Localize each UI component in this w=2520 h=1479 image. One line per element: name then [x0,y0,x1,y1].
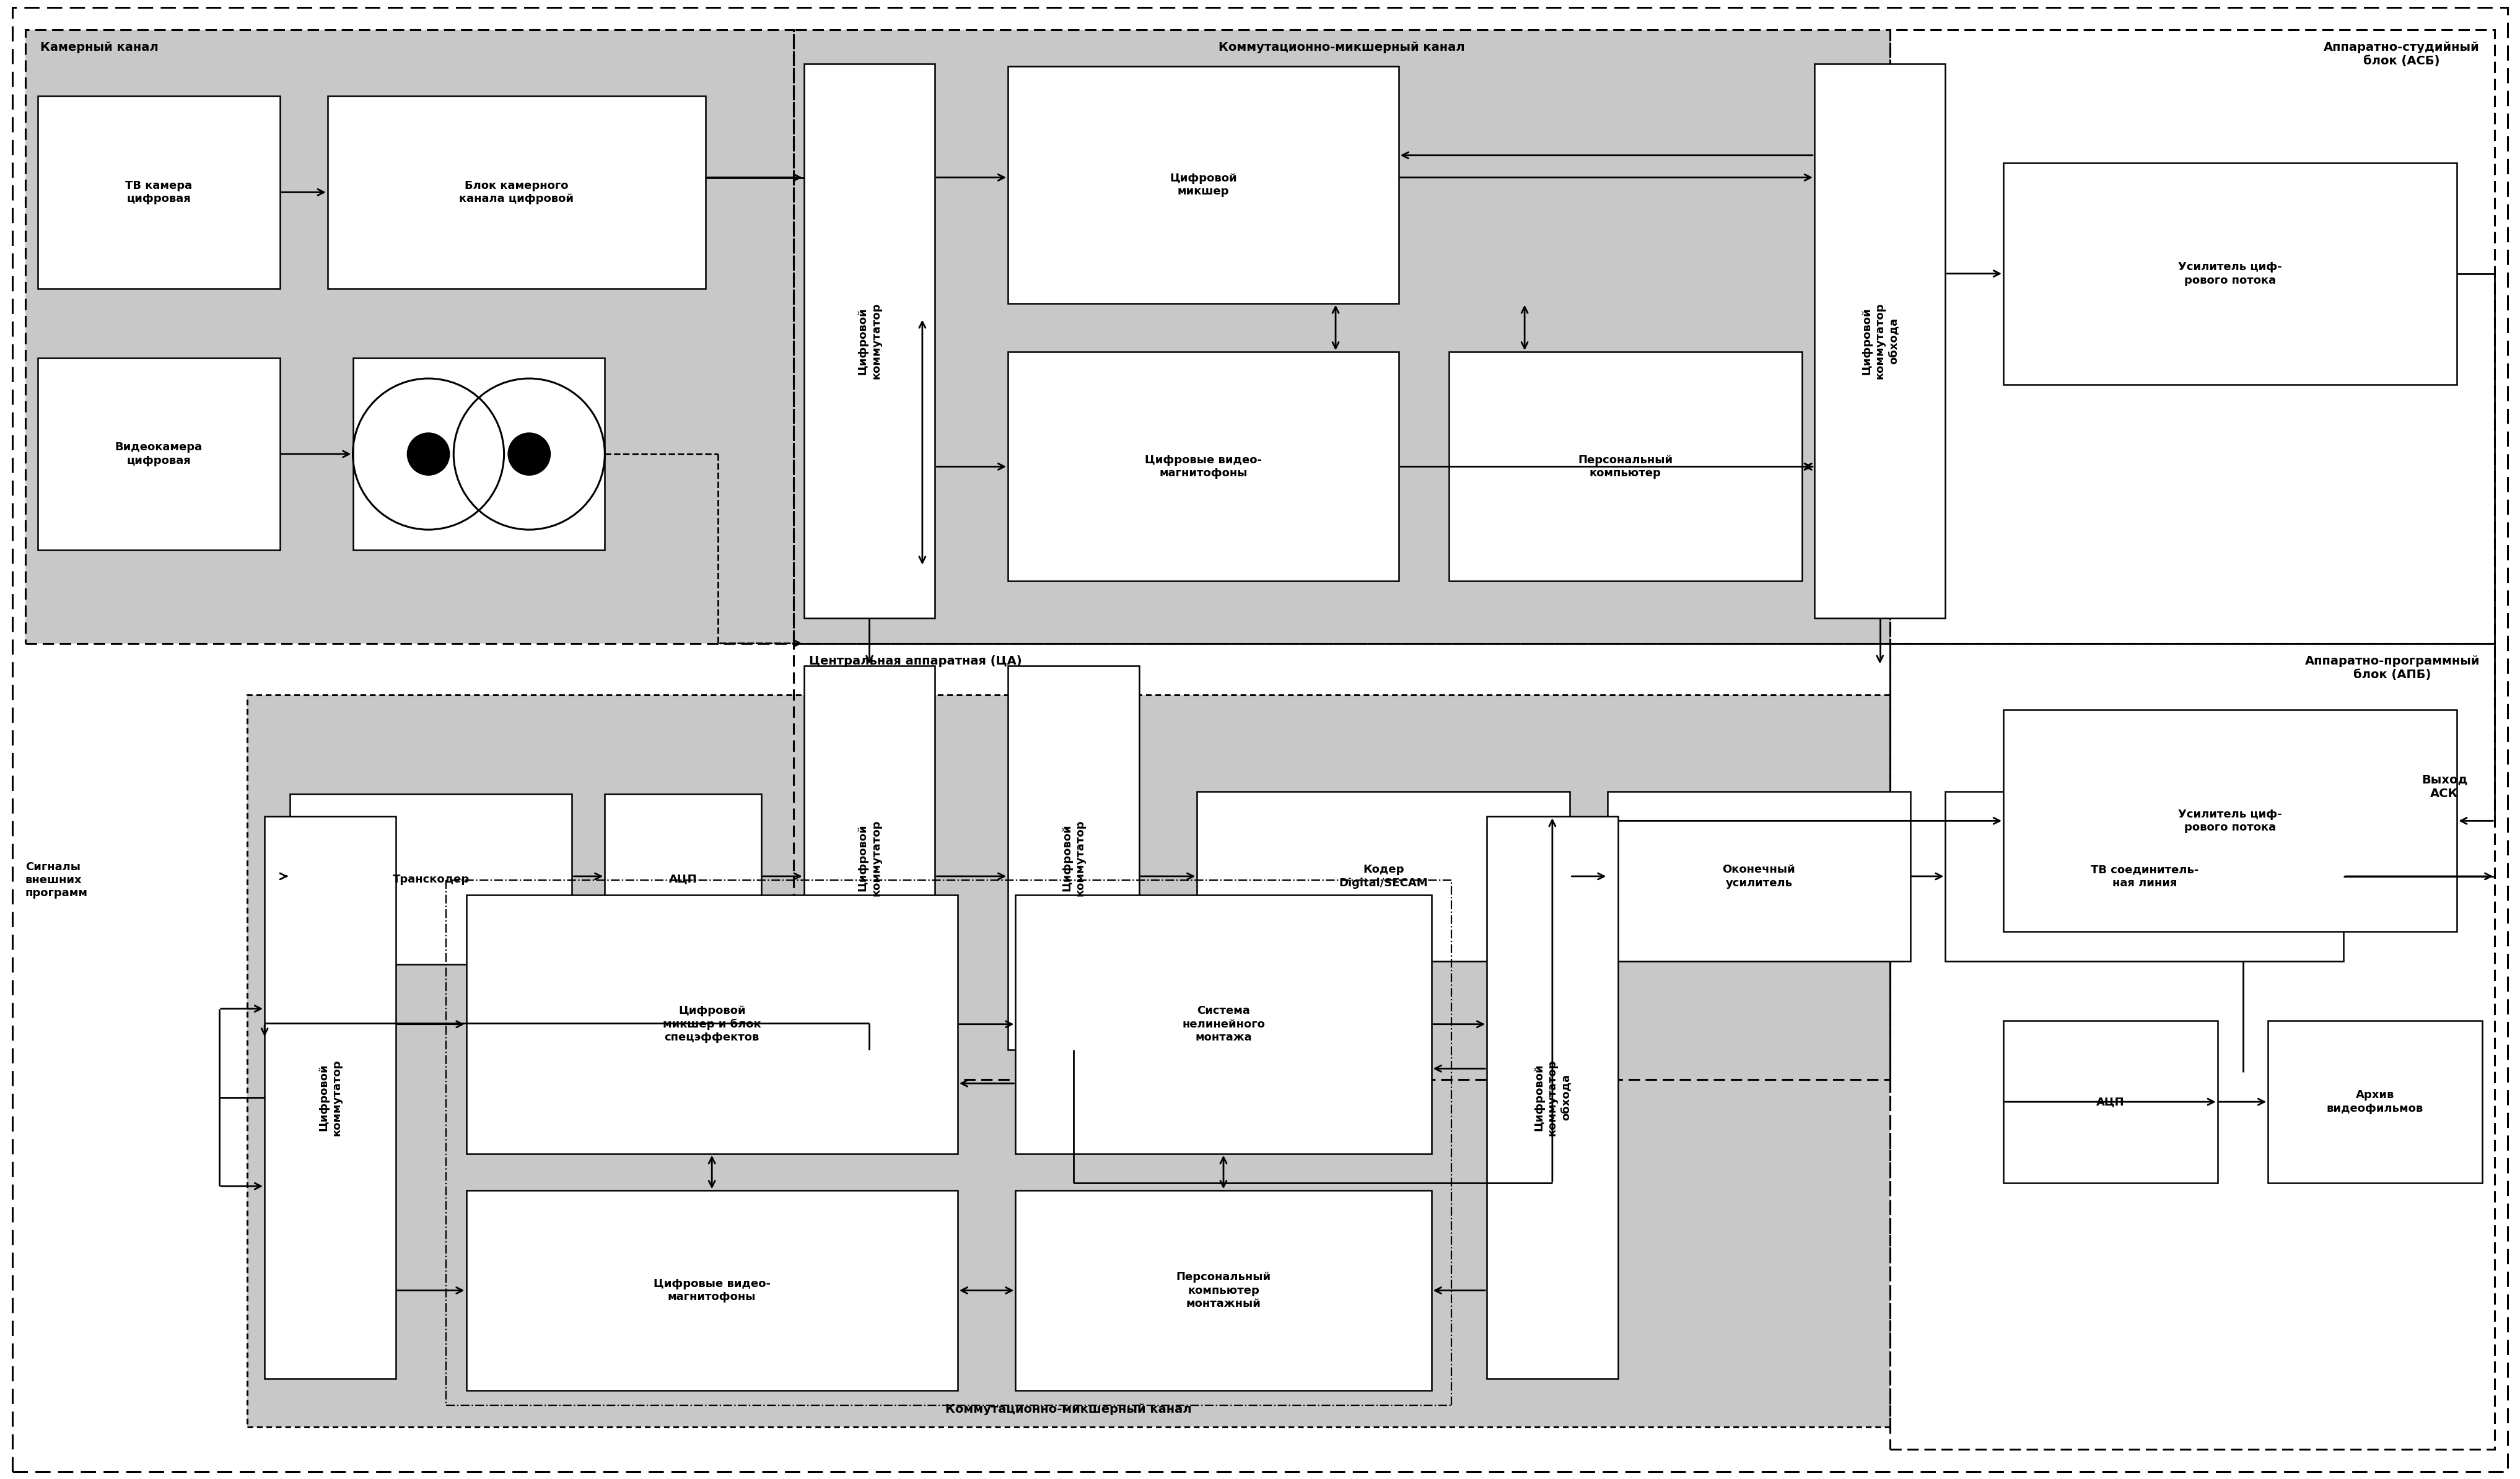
Bar [1008,352,1399,581]
Bar [1487,816,1618,1378]
Bar [1197,791,1570,961]
Bar [466,1191,958,1390]
Text: Цифровые видео-
магнитофоны: Цифровые видео- магнитофоны [1144,454,1263,479]
Bar [1449,352,1802,581]
Text: Цифровой
коммутатор
обхода: Цифровой коммутатор обхода [1862,303,1898,379]
Bar [1890,643,2495,1449]
Text: Аппаратно-студийный
блок (АСБ): Аппаратно-студийный блок (АСБ) [2323,41,2480,67]
Bar [265,816,396,1378]
Ellipse shape [509,433,549,475]
Text: Оконечный
усилитель: Оконечный усилитель [1724,864,1794,889]
Text: Усилитель циф-
рового потока: Усилитель циф- рового потока [2177,262,2283,285]
Bar [466,895,958,1154]
Bar [804,64,935,618]
Text: Цифровой
коммутатор
обхода: Цифровой коммутатор обхода [1535,1059,1570,1136]
Text: Коммутационно-микшерный канал: Коммутационно-микшерный канал [1220,41,1464,53]
Bar [794,30,1890,643]
Text: Выход
АСК: Выход АСК [2422,774,2467,800]
Bar [290,794,572,964]
Bar [804,666,935,1050]
Bar [1016,1191,1431,1390]
Text: Система
нелинейного
монтажа: Система нелинейного монтажа [1182,1006,1265,1043]
Text: Камерный канал: Камерный канал [40,41,159,53]
Bar [1945,791,2344,961]
Bar [2003,163,2457,385]
Bar [1008,666,1139,1050]
Ellipse shape [408,433,449,475]
Text: Усилитель циф-
рового потока: Усилитель циф- рового потока [2177,809,2283,833]
Text: Коммутационно-микшерный канал: Коммутационно-микшерный канал [945,1404,1192,1415]
Text: Цифровой
коммутатор: Цифровой коммутатор [1061,819,1086,896]
Bar [1608,791,1910,961]
Text: Кодер
Digital/SECAM: Кодер Digital/SECAM [1338,864,1429,889]
Bar [38,358,280,550]
Bar [605,794,761,964]
Text: Цифровой
микшер и блок
спецэффектов: Цифровой микшер и блок спецэффектов [663,1006,761,1043]
Text: Блок камерного
канала цифровой: Блок камерного канала цифровой [459,180,575,204]
Text: Цифровой
микшер: Цифровой микшер [1169,173,1237,197]
Text: Центральная аппаратная (ЦА): Центральная аппаратная (ЦА) [809,655,1021,667]
Text: АЦП: АЦП [668,874,698,884]
Text: Видеокамера
цифровая: Видеокамера цифровая [116,442,202,466]
Text: Цифровой
коммутатор: Цифровой коммутатор [857,303,882,379]
Text: Транскодер: Транскодер [393,874,469,884]
Text: Аппаратно-программный
блок (АПБ): Аппаратно-программный блок (АПБ) [2306,655,2480,680]
Bar [247,695,1890,1427]
Text: ТВ соединитель-
ная линия: ТВ соединитель- ная линия [2092,864,2197,889]
Bar [794,643,1890,1080]
Text: Персональный
компьютер
монтажный: Персональный компьютер монтажный [1177,1272,1270,1309]
Text: АЦП: АЦП [2097,1096,2124,1108]
Text: ТВ камера
цифровая: ТВ камера цифровая [126,180,192,204]
Text: Архив
видеофильмов: Архив видеофильмов [2326,1090,2424,1114]
Bar [353,358,605,550]
Bar [2003,1021,2218,1183]
Bar [1008,67,1399,303]
Text: Цифровой
коммутатор: Цифровой коммутатор [857,819,882,896]
Bar [25,30,794,643]
Bar [2268,1021,2482,1183]
Bar [794,30,1890,643]
Text: Сигналы
внешних
программ: Сигналы внешних программ [25,862,88,898]
Bar [2003,710,2457,932]
Bar [328,96,706,288]
Bar [1890,30,2495,643]
Bar [1814,64,1945,618]
Text: Цифровой
коммутатор: Цифровой коммутатор [318,1059,343,1136]
Bar [38,96,280,288]
Text: Персональный
компьютер: Персональный компьютер [1578,454,1673,479]
Bar [1016,895,1431,1154]
Text: Цифровые видео-
магнитофоны: Цифровые видео- магнитофоны [653,1278,771,1303]
Bar [25,30,794,643]
Bar [247,695,1890,1427]
